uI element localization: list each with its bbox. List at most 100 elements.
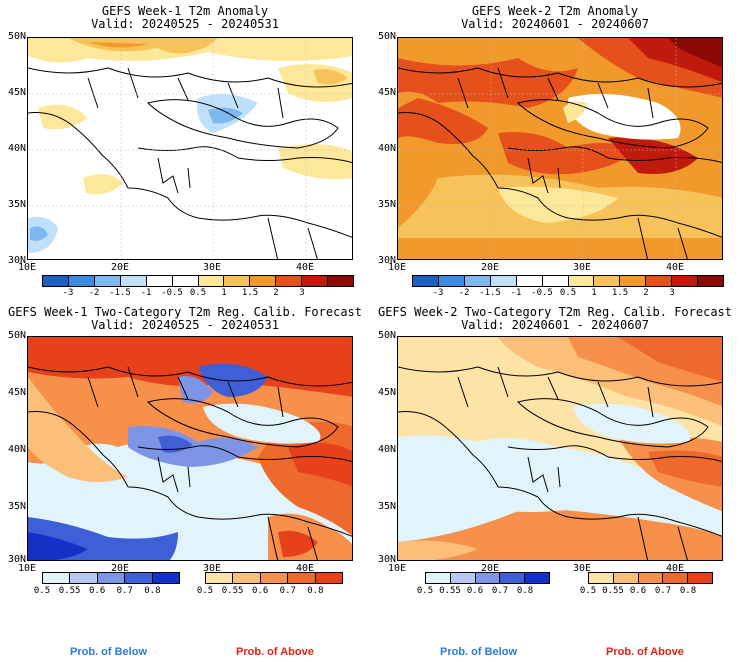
prob-above-colorbar <box>588 572 713 584</box>
colorbar-tick-label: 0.5 <box>559 288 577 298</box>
lat-label: 50N <box>7 330 26 341</box>
lon-label: 10E <box>17 563 37 574</box>
prob-above-colorbar <box>205 572 343 584</box>
colorbar-tick-label: -2 <box>458 288 470 298</box>
lat-label: 30N <box>377 255 396 266</box>
lat-label: 45N <box>7 387 26 398</box>
prob-above-label: Prob. of Above <box>236 646 314 658</box>
colorbar-tick-label: 0.7 <box>491 586 509 596</box>
colorbar-swatch <box>438 276 465 286</box>
colorbar-swatch <box>315 573 343 583</box>
colorbar-swatch <box>688 573 712 583</box>
colorbar-tick-label: 0.5 <box>33 586 51 596</box>
lat-label: 30N <box>7 554 26 565</box>
prob-below-label: Prob. of Below <box>70 646 147 658</box>
colorbar-swatch <box>328 276 354 286</box>
prob-below-colorbar <box>425 572 550 584</box>
panel-title: GEFS Week-2 T2m Anomaly <box>471 4 639 18</box>
colorbar-tick-label: 1 <box>591 288 597 298</box>
colorbar-swatch <box>620 276 647 286</box>
colorbar-swatch <box>120 276 147 286</box>
colorbar-tick-label: 0.5 <box>196 586 214 596</box>
lat-label: 45N <box>377 387 396 398</box>
colorbar-tick-label: -1 <box>510 288 522 298</box>
colorbar-swatch <box>146 276 173 286</box>
lon-label: 20E <box>110 262 130 273</box>
lat-label: 40N <box>7 143 26 154</box>
lat-label: 35N <box>7 199 26 210</box>
lon-label: 30E <box>572 563 592 574</box>
colorbar-swatch <box>152 573 180 583</box>
lat-label: 35N <box>7 501 26 512</box>
lon-label: 40E <box>295 262 315 273</box>
lon-label: 20E <box>480 262 500 273</box>
colorbar-swatch <box>68 276 95 286</box>
lat-label: 40N <box>7 444 26 455</box>
lon-label: 20E <box>110 563 130 574</box>
colorbar-tick-label: 0.6 <box>252 586 269 596</box>
lon-label: 30E <box>202 563 222 574</box>
panel-valid-dates: Valid: 20240525 - 20240531 <box>91 17 279 31</box>
colorbar-swatch <box>70 573 98 583</box>
lat-label: 50N <box>377 31 396 42</box>
colorbar-tick-label: 3 <box>299 288 305 298</box>
lon-label: 30E <box>202 262 222 273</box>
lon-label: 40E <box>665 563 685 574</box>
lat-label: 45N <box>377 87 396 98</box>
lat-label: 35N <box>377 199 396 210</box>
prob-above-label: Prob. of Above <box>606 646 684 658</box>
lon-label: 10E <box>17 262 37 273</box>
colorbar-swatch <box>233 573 261 583</box>
colorbar-swatch <box>646 276 673 286</box>
prob-below-colorbar <box>42 572 180 584</box>
lat-label: 35N <box>377 501 396 512</box>
panel-week1-probability: GEFS Week-1 Two-Category T2m Reg. Calib.… <box>0 300 370 600</box>
colorbar-swatch <box>542 276 569 286</box>
lon-label: 40E <box>295 563 315 574</box>
colorbar-swatch <box>638 573 664 583</box>
map-week2-anomaly <box>397 37 723 260</box>
colorbar-swatch <box>490 276 517 286</box>
colorbar-tick-label: 1.5 <box>241 288 259 298</box>
lat-label: 45N <box>7 87 26 98</box>
colorbar-swatch <box>500 573 526 583</box>
colorbar-tick-label: -1.5 <box>479 288 501 298</box>
colorbar-swatch <box>260 573 289 583</box>
colorbar-swatch <box>125 573 153 583</box>
panel-valid-dates: Valid: 20240601 - 20240607 <box>461 318 649 332</box>
colorbar-tick-label: -3 <box>432 288 444 298</box>
map-week2-probability <box>397 336 723 561</box>
panel-week2-anomaly: GEFS Week-2 T2m Anomaly Valid: 20240601 … <box>370 0 740 300</box>
colorbar-tick-label: 3 <box>669 288 675 298</box>
colorbar-swatch <box>198 276 225 286</box>
colorbar-swatch <box>206 573 234 583</box>
colorbar-swatch <box>525 573 549 583</box>
colorbar-tick-label: 1.5 <box>611 288 629 298</box>
colorbar-tick-label: -1.5 <box>109 288 131 298</box>
colorbar-tick-label: 0.55 <box>439 586 461 596</box>
lat-label: 40N <box>377 143 396 154</box>
colorbar-tick-label: 1 <box>221 288 227 298</box>
colorbar-tick-label: 0.6 <box>466 586 484 596</box>
colorbar-tick-label: -0.5 <box>531 288 553 298</box>
map-week1-anomaly <box>27 37 353 260</box>
colorbar-swatch <box>516 276 543 286</box>
colorbar-tick-label: 0.5 <box>189 288 207 298</box>
panel-title: GEFS Week-2 Two-Category T2m Reg. Calib.… <box>377 305 732 319</box>
colorbar-swatch <box>97 573 126 583</box>
colorbar-swatch <box>663 573 689 583</box>
panel-valid-dates: Valid: 20240601 - 20240607 <box>461 17 649 31</box>
colorbar-tick-label: 0.7 <box>116 586 133 596</box>
panel-valid-dates: Valid: 20240525 - 20240531 <box>91 318 279 332</box>
anomaly-colorbar <box>42 275 354 287</box>
colorbar-swatch <box>224 276 251 286</box>
colorbar-tick-label: 0.6 <box>89 586 106 596</box>
panel-title: GEFS Week-1 Two-Category T2m Reg. Calib.… <box>7 305 362 319</box>
colorbar-swatch <box>594 276 621 286</box>
colorbar-swatch <box>43 573 71 583</box>
panel-week2-probability: GEFS Week-2 Two-Category T2m Reg. Calib.… <box>370 300 740 600</box>
lon-label: 10E <box>387 262 407 273</box>
colorbar-tick-label: 0.7 <box>279 586 296 596</box>
colorbar-tick-label: 0.8 <box>679 586 697 596</box>
lon-label: 20E <box>480 563 500 574</box>
